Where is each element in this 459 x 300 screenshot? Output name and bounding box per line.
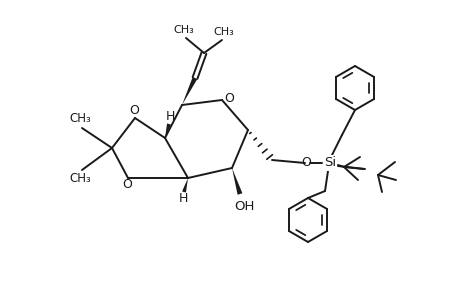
Text: Si: Si bbox=[323, 157, 336, 169]
Text: O: O bbox=[122, 178, 132, 191]
Text: CH₃: CH₃ bbox=[173, 25, 194, 35]
Text: H: H bbox=[178, 193, 187, 206]
Text: CH₃: CH₃ bbox=[69, 172, 91, 185]
Polygon shape bbox=[165, 124, 171, 138]
Text: OH: OH bbox=[233, 200, 254, 214]
Text: O: O bbox=[129, 104, 139, 118]
Polygon shape bbox=[231, 168, 242, 195]
Text: O: O bbox=[300, 155, 310, 169]
Polygon shape bbox=[182, 77, 197, 105]
Polygon shape bbox=[182, 178, 188, 193]
Text: CH₃: CH₃ bbox=[213, 27, 234, 37]
Text: O: O bbox=[224, 92, 234, 106]
Text: CH₃: CH₃ bbox=[69, 112, 91, 125]
Text: H: H bbox=[165, 110, 174, 124]
